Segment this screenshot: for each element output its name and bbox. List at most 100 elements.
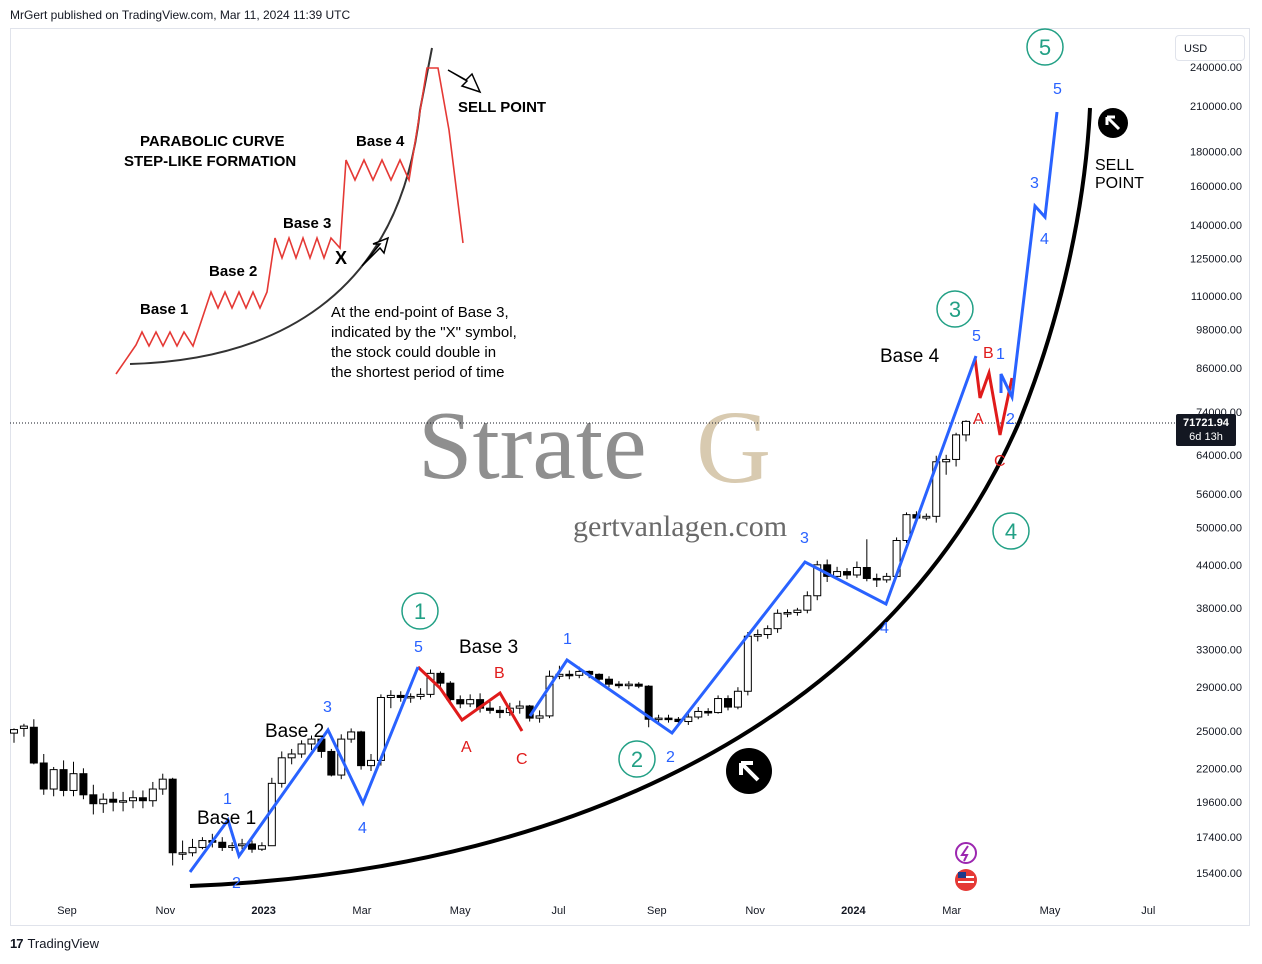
candle bbox=[545, 670, 554, 719]
candle bbox=[248, 840, 256, 853]
circled-labels: 1 2 3 4 5 bbox=[401, 28, 1064, 778]
candle bbox=[803, 591, 812, 614]
candle bbox=[49, 766, 58, 797]
svg-text:1: 1 bbox=[414, 599, 426, 624]
candle bbox=[535, 710, 544, 723]
watermark-logo-b: G bbox=[696, 390, 771, 505]
candle bbox=[287, 748, 296, 765]
y-tick-label: 44000.00 bbox=[1196, 560, 1242, 572]
y-tick-label: 33000.00 bbox=[1196, 644, 1242, 656]
candle bbox=[119, 791, 128, 812]
candle bbox=[664, 714, 673, 723]
candle bbox=[19, 723, 28, 737]
candle bbox=[486, 701, 494, 714]
currency-button[interactable]: USD bbox=[1175, 35, 1245, 61]
wave-label: 4 bbox=[1040, 231, 1049, 248]
x-tick-label: Sep bbox=[647, 905, 667, 917]
wave-labels: 1 2 3 4 5 1 2 3 4 5 1 2 3 4 5 bbox=[223, 81, 1062, 892]
candle bbox=[694, 707, 703, 720]
inset-note-line: At the end-point of Base 3, bbox=[331, 304, 509, 321]
candle bbox=[416, 688, 425, 700]
candle bbox=[684, 713, 693, 725]
candle bbox=[69, 761, 78, 797]
abc-label: C bbox=[994, 453, 1006, 470]
y-tick-label: 210000.00 bbox=[1190, 101, 1242, 113]
y-tick-label: 240000.00 bbox=[1190, 62, 1242, 74]
candle bbox=[456, 695, 465, 709]
x-tick-label: Sep bbox=[57, 905, 77, 917]
wave-label: 1 bbox=[563, 631, 572, 648]
svg-text:3: 3 bbox=[949, 297, 961, 322]
y-tick-label: 160000.00 bbox=[1190, 181, 1242, 193]
wave-label: 2 bbox=[1006, 411, 1015, 428]
candle bbox=[743, 631, 752, 696]
inset-title-2: STEP-LIKE FORMATION bbox=[124, 153, 296, 170]
inset-note-line: the stock could double in bbox=[331, 344, 496, 361]
arrow-up-left-icon bbox=[1098, 108, 1128, 138]
candle bbox=[942, 454, 951, 475]
inset-curve bbox=[129, 47, 433, 365]
inset-sell: SELL POINT bbox=[458, 99, 546, 116]
brand-label: TradingView bbox=[27, 936, 100, 951]
y-tick-label: 64000.00 bbox=[1196, 450, 1242, 462]
candle bbox=[605, 676, 613, 688]
candle bbox=[902, 512, 911, 543]
candle bbox=[862, 539, 871, 582]
wave-label: 5 bbox=[414, 639, 423, 656]
candle bbox=[277, 751, 286, 788]
y-tick-label: 110000.00 bbox=[1191, 291, 1242, 303]
candle bbox=[704, 708, 713, 716]
watermark: Strate G gertvanlagen.com bbox=[418, 390, 787, 543]
circled-label-3: 3 bbox=[936, 290, 974, 328]
us-flag-icon[interactable] bbox=[955, 869, 977, 891]
candle bbox=[89, 784, 98, 815]
candle bbox=[793, 607, 802, 616]
candle bbox=[297, 740, 306, 758]
abc-label: A bbox=[461, 739, 472, 756]
candle bbox=[39, 753, 48, 795]
candle bbox=[198, 837, 207, 850]
candle bbox=[644, 685, 653, 728]
candle bbox=[347, 728, 356, 743]
candle bbox=[872, 573, 881, 587]
candle bbox=[129, 790, 137, 809]
last-price-tag: 71721.94 6d 13h bbox=[1176, 414, 1236, 446]
candle bbox=[79, 768, 88, 800]
published-header: MrGert published on TradingView.com, Mar… bbox=[10, 8, 351, 22]
candle bbox=[714, 695, 723, 714]
base-label: Base 1 bbox=[197, 808, 256, 829]
candle bbox=[10, 728, 18, 743]
wave-label: 1 bbox=[223, 791, 232, 808]
inset-stairs bbox=[115, 67, 464, 375]
x-tick-label: Nov bbox=[156, 905, 176, 917]
y-tick-label: 140000.00 bbox=[1190, 220, 1242, 232]
x-tick-label: May bbox=[1040, 905, 1061, 917]
wave-line-1 bbox=[188, 666, 420, 873]
candle bbox=[753, 629, 762, 642]
y-tick-label: 125000.00 bbox=[1190, 253, 1242, 265]
base-label: Base 2 bbox=[265, 721, 324, 742]
wave-label: 4 bbox=[358, 820, 367, 837]
y-tick-label: 86000.00 bbox=[1196, 363, 1242, 375]
base-label: Base 3 bbox=[459, 637, 518, 658]
candle bbox=[307, 735, 316, 751]
wave-line-3 bbox=[999, 111, 1059, 403]
inset-note-line: the shortest period of time bbox=[331, 364, 504, 381]
candle bbox=[386, 690, 395, 709]
x-tick-label: 2023 bbox=[251, 905, 275, 917]
abc-labels: A B C A B C bbox=[461, 345, 1006, 768]
x-tick-label: Nov bbox=[745, 905, 765, 917]
candle bbox=[257, 842, 266, 851]
y-tick-label: 22000.00 bbox=[1196, 763, 1242, 775]
circled-label-1: 1 bbox=[401, 592, 439, 630]
x-tick-label: Mar bbox=[352, 905, 371, 917]
svg-text:2: 2 bbox=[631, 747, 643, 772]
dividend-icon[interactable] bbox=[955, 842, 977, 864]
candle bbox=[565, 670, 574, 680]
wave-line-2 bbox=[528, 355, 978, 736]
footer-brand[interactable]: 17 TradingView bbox=[10, 936, 99, 951]
candle bbox=[852, 561, 861, 578]
candles bbox=[10, 420, 970, 866]
x-tick-label: Jul bbox=[1141, 905, 1155, 917]
